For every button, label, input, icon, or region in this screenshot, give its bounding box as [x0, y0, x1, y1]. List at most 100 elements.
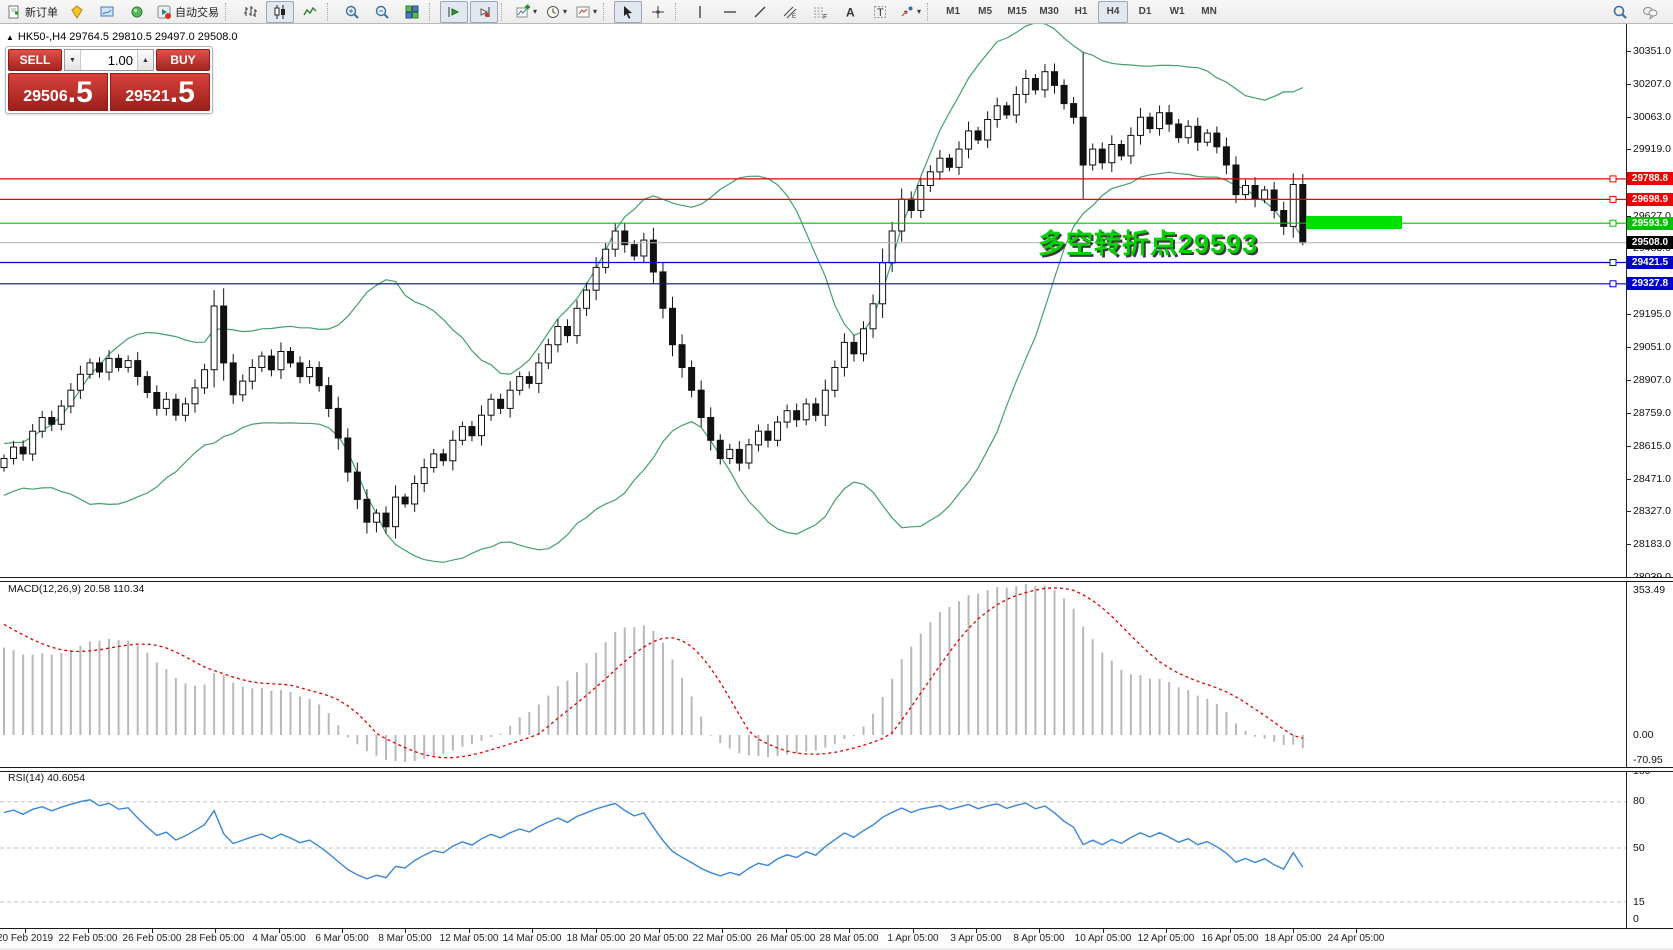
- sell-price-button[interactable]: 29506.5: [8, 73, 108, 111]
- sell-button[interactable]: SELL: [8, 49, 62, 71]
- candle-body: [1194, 125, 1202, 143]
- buy-price-main: 29521: [125, 88, 170, 105]
- search-icon[interactable]: [1606, 1, 1634, 23]
- time-tick-mark: [722, 929, 723, 933]
- hammer-icon[interactable]: [63, 1, 91, 23]
- candle-body: [554, 326, 562, 346]
- candle-body: [449, 439, 457, 462]
- arrows-button[interactable]: ▾: [896, 1, 924, 23]
- new-order-button[interactable]: 新订单: [3, 1, 61, 23]
- hline-icon: [722, 4, 738, 20]
- hline-anchor[interactable]: [1609, 259, 1617, 266]
- candle-body: [153, 392, 161, 409]
- hline-anchor[interactable]: [1609, 280, 1617, 288]
- buy-price-button[interactable]: 29521.5: [110, 73, 210, 111]
- tile-windows-button[interactable]: [398, 1, 426, 23]
- autotrading-button[interactable]: 自动交易: [153, 1, 222, 23]
- rsi-pane-canvas[interactable]: [0, 771, 1626, 928]
- candle-body: [592, 266, 600, 291]
- templates-button[interactable]: ▾: [572, 1, 600, 23]
- price-tick-label: 28327.0: [1633, 505, 1671, 517]
- candle-body: [936, 157, 944, 173]
- text-icon: A: [842, 4, 858, 20]
- price-tick-label: 29195.0: [1633, 308, 1671, 320]
- buy-button[interactable]: BUY: [156, 49, 210, 71]
- text-button[interactable]: A: [836, 1, 864, 23]
- tf-m1-button[interactable]: M1: [946, 6, 961, 17]
- cursor-button[interactable]: [614, 0, 643, 23]
- bar-chart-button[interactable]: [236, 1, 264, 23]
- time-tick-mark: [849, 929, 850, 933]
- time-tick-mark: [1356, 929, 1357, 933]
- publisher-icon[interactable]: [93, 1, 121, 23]
- line-chart-button[interactable]: [296, 1, 324, 23]
- macd-pane-canvas[interactable]: [0, 580, 1626, 767]
- chat-icon[interactable]: [1636, 1, 1664, 23]
- hammer-icon-icon: [69, 4, 85, 20]
- time-tick-mark: [405, 929, 406, 933]
- chevron-down-icon: ▾: [563, 7, 568, 16]
- trendline-button[interactable]: [746, 1, 774, 23]
- time-axis[interactable]: [0, 928, 1673, 948]
- volume-down-button[interactable]: ▼: [65, 50, 81, 70]
- time-tick-label: 26 Feb 05:00: [122, 933, 182, 944]
- tf-h4-button[interactable]: H4: [1098, 0, 1129, 23]
- channel-button[interactable]: E: [776, 1, 804, 23]
- hline-anchor[interactable]: [1609, 195, 1617, 203]
- candle-body: [917, 185, 925, 211]
- candle-body: [1165, 112, 1173, 125]
- zoom-out-icon: [374, 4, 390, 20]
- rsi-axis-label: 0: [1633, 913, 1639, 925]
- candle-body: [29, 430, 37, 455]
- periods-button[interactable]: ▾: [542, 1, 570, 23]
- candle-body: [506, 389, 514, 409]
- time-tick-mark: [152, 929, 153, 933]
- indicators-button[interactable]: ▾: [512, 1, 540, 23]
- tf-h1-button[interactable]: H1: [1074, 6, 1088, 17]
- candlestick-button[interactable]: [266, 0, 294, 23]
- time-tick-mark: [469, 929, 470, 933]
- chart-text-annotation[interactable]: 多空转折点29593: [1038, 229, 1259, 259]
- auto-scroll-button[interactable]: [440, 0, 468, 23]
- hline-anchor[interactable]: [1609, 219, 1617, 227]
- fibonacci-button[interactable]: F: [806, 1, 834, 23]
- candle-body: [267, 355, 275, 371]
- candle-body: [1270, 189, 1278, 211]
- price-tick-label: 30063.0: [1633, 111, 1671, 123]
- candle-body: [325, 385, 333, 410]
- tf-m5-button[interactable]: M5: [978, 6, 993, 17]
- volume-input[interactable]: [81, 50, 137, 70]
- candle-body: [306, 367, 314, 378]
- tf-mn-button[interactable]: MN: [1201, 6, 1217, 17]
- macd-pane-separator[interactable]: [0, 577, 1673, 582]
- collapse-panel-icon[interactable]: ▲: [6, 33, 14, 42]
- price-chart-canvas[interactable]: [0, 24, 1626, 577]
- vline-button[interactable]: [686, 1, 714, 23]
- volume-up-button[interactable]: ▲: [137, 50, 153, 70]
- tf-w1-button[interactable]: W1: [1169, 6, 1185, 17]
- zoom-out-button[interactable]: [368, 1, 396, 23]
- tf-m15-button[interactable]: M15: [1007, 6, 1027, 17]
- chart-shift-button[interactable]: [470, 0, 498, 23]
- candle-body: [993, 105, 1001, 121]
- candle-body: [659, 271, 667, 309]
- macd-axis-label: 0.00: [1633, 729, 1654, 741]
- label-button[interactable]: T: [866, 1, 894, 23]
- candle-body: [802, 403, 810, 421]
- autotrading-icon: [156, 4, 172, 20]
- signal-icon[interactable]: [123, 1, 151, 23]
- candle-body: [1117, 144, 1125, 157]
- hline-button[interactable]: [716, 1, 744, 23]
- tf-m30-button[interactable]: M30: [1039, 6, 1059, 17]
- candle-body: [478, 414, 485, 437]
- candle-body: [1184, 125, 1192, 139]
- tf-d1-button[interactable]: D1: [1138, 6, 1152, 17]
- candle-body: [726, 448, 734, 459]
- candle-body: [869, 303, 877, 330]
- zoom-in-button[interactable]: [338, 1, 366, 23]
- candle-body: [1232, 164, 1240, 196]
- rsi-pane-separator[interactable]: [0, 767, 1673, 772]
- crosshair-button[interactable]: [644, 1, 672, 23]
- highlight-rectangle-object[interactable]: [1306, 216, 1402, 229]
- hline-anchor[interactable]: [1609, 175, 1617, 183]
